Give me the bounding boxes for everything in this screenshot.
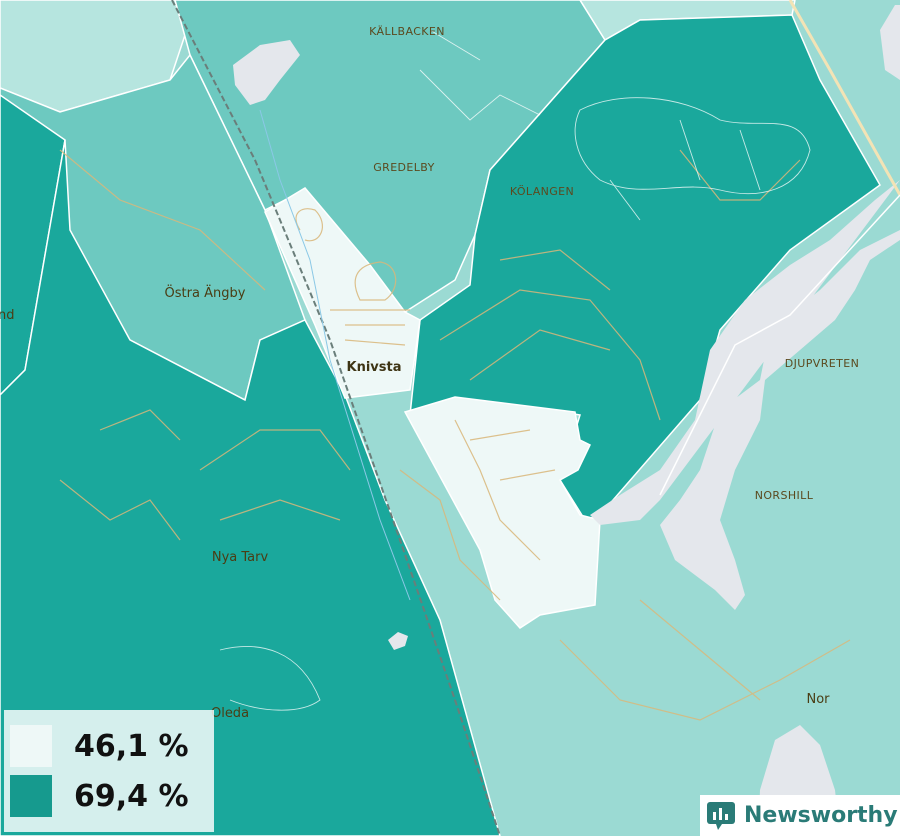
stream	[259, 109, 411, 601]
label-kallbacken: KÄLLBACKEN	[369, 25, 445, 38]
bar-chart-speech-icon	[707, 801, 735, 830]
pond-south	[388, 632, 408, 650]
label-gredelby: GREDELBY	[373, 161, 435, 174]
lake-north	[233, 40, 300, 105]
label-nor: Nor	[806, 692, 830, 707]
label-norshill: NORSHILL	[755, 489, 814, 502]
label-kolangen: KÖLANGEN	[510, 185, 574, 198]
lake-shore-road	[659, 194, 900, 496]
label-oleda: Oleda	[211, 706, 249, 721]
label-knivsta: Knivsta	[347, 360, 402, 375]
brand-name: Newsworthy	[744, 803, 898, 828]
path-network	[219, 29, 811, 711]
label-ostra-angby: Östra Ängby	[165, 284, 246, 301]
region-knivsta-center[interactable]	[264, 187, 421, 399]
legend: 46,1 % 69,4 %	[4, 710, 214, 832]
label-djupvreten: DJUPVRETEN	[785, 357, 859, 370]
legend-swatch-high	[10, 775, 52, 817]
legend-label-low: 46,1 %	[74, 728, 189, 764]
lake-long	[590, 180, 900, 610]
brand-logo: Newsworthy	[700, 795, 900, 836]
legend-label-high: 69,4 %	[74, 778, 189, 814]
lake-northeast	[880, 5, 900, 80]
railway-line	[171, 0, 501, 836]
highway-e4	[788, 0, 900, 196]
label-nya-tarv: Nya Tarv	[212, 550, 269, 565]
road-network	[59, 149, 851, 721]
legend-item-low: 46,1 %	[10, 724, 189, 768]
legend-item-high: 69,4 %	[10, 774, 189, 818]
legend-swatch-low	[10, 725, 52, 767]
label-edge-fragment: nd	[0, 308, 15, 323]
region-knivsta-south[interactable]	[403, 396, 601, 629]
